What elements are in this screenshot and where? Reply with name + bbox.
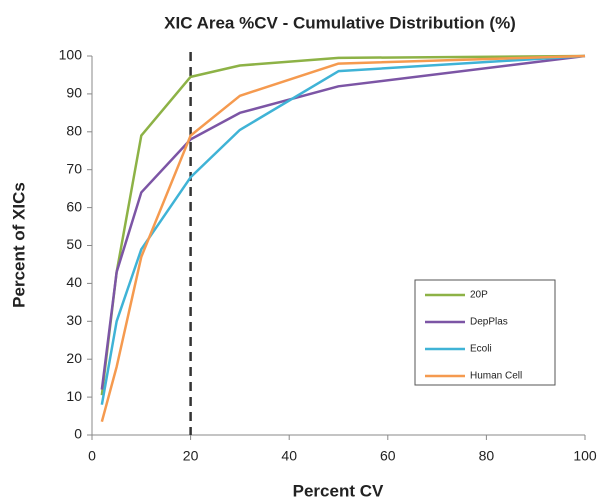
y-axis-title: Percent of XICs (9, 182, 28, 308)
y-tick-label: 50 (66, 236, 82, 252)
series-line (100, 54, 586, 423)
x-tick-label: 0 (88, 448, 96, 464)
x-tick-label: 80 (479, 448, 495, 464)
x-tick-label: 20 (183, 448, 199, 464)
legend-label: Human Cell (470, 371, 522, 382)
y-tick-label: 20 (66, 350, 82, 366)
y-tick-label: 30 (66, 312, 82, 328)
chart-title: XIC Area %CV - Cumulative Distribution (… (164, 13, 516, 32)
series-line (100, 54, 586, 390)
y-tick-label: 70 (66, 160, 82, 176)
legend-label: DepPlas (470, 317, 508, 328)
y-tick-label: 100 (59, 47, 83, 63)
y-tick-label: 0 (74, 426, 82, 442)
series-line (100, 54, 586, 405)
x-tick-label: 60 (380, 448, 396, 464)
y-tick-label: 40 (66, 274, 82, 290)
y-tick-label: 60 (66, 198, 82, 214)
legend-label: 20P (470, 290, 488, 301)
y-tick-label: 90 (66, 85, 82, 101)
y-tick-label: 10 (66, 388, 82, 404)
x-axis-title: Percent CV (293, 481, 384, 500)
legend-box (414, 279, 556, 386)
legend-label: Ecoli (470, 344, 492, 355)
x-tick-label: 100 (573, 448, 597, 464)
x-tick-label: 40 (281, 448, 297, 464)
y-tick-label: 80 (66, 123, 82, 139)
